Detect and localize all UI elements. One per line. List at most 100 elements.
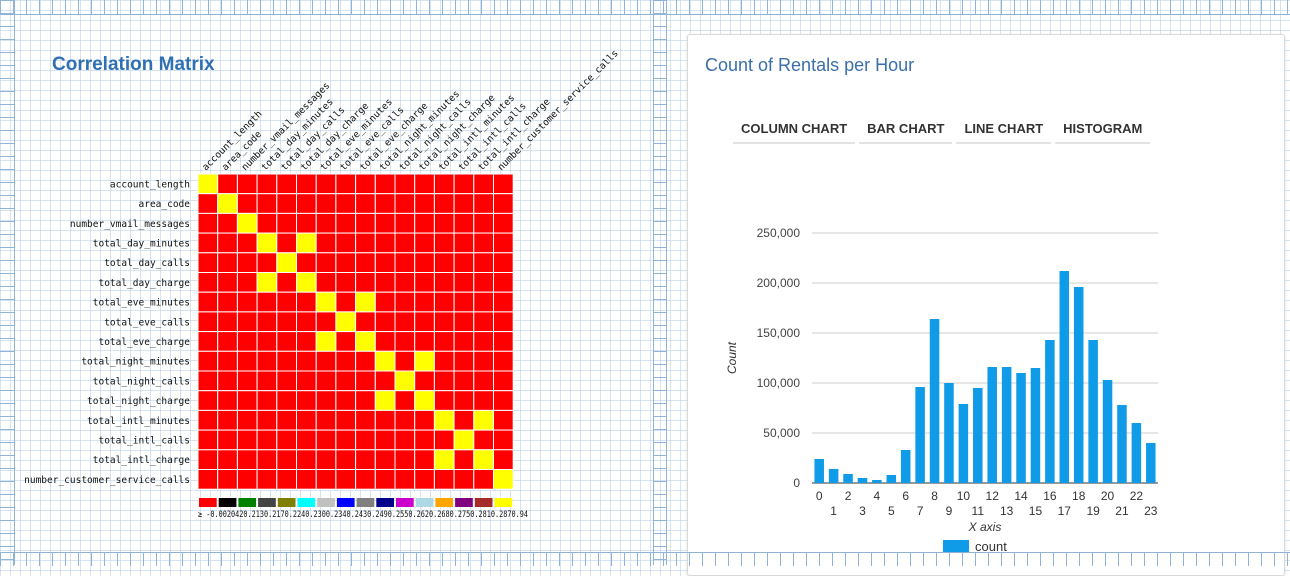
matrix-cell (433, 370, 455, 392)
matrix-row-label: total_intl_minutes (87, 416, 190, 427)
matrix-row-label: total_night_minutes (81, 357, 190, 368)
y-tick-label: 50,000 (763, 426, 800, 440)
matrix-cell (197, 291, 219, 313)
matrix-cell (335, 272, 357, 293)
matrix-cell (394, 370, 416, 392)
matrix-cell (276, 212, 297, 234)
matrix-cell (473, 429, 494, 451)
legend-swatch (297, 498, 316, 507)
bar[interactable] (886, 475, 897, 483)
bar[interactable] (958, 404, 969, 483)
bar[interactable] (1102, 380, 1113, 483)
matrix-cell (433, 272, 455, 293)
matrix-cell (315, 390, 337, 411)
matrix-cell (315, 311, 337, 333)
legend-swatch (415, 498, 434, 507)
matrix-cell (394, 449, 416, 470)
bar[interactable] (929, 319, 940, 483)
histogram-button[interactable]: HISTOGRAM (1055, 115, 1151, 144)
x-tick-label: 21 (1115, 504, 1129, 518)
matrix-cell (355, 173, 376, 195)
matrix-cell (217, 252, 238, 274)
bar[interactable] (915, 387, 925, 483)
legend-label[interactable]: count (975, 539, 1007, 554)
matrix-cell (355, 291, 376, 313)
matrix-cell (236, 193, 258, 214)
matrix-cell (453, 350, 475, 372)
bar[interactable] (944, 383, 954, 483)
matrix-cell (315, 173, 337, 195)
matrix-cell (394, 331, 416, 352)
matrix-cell (394, 252, 416, 274)
matrix-cell (414, 193, 435, 214)
bar[interactable] (1045, 340, 1055, 483)
matrix-cell (355, 409, 376, 431)
bar[interactable] (1030, 368, 1041, 483)
matrix-cell (315, 252, 337, 274)
rentals-bar-chart: 050,000100,000150,000200,000250,00001234… (725, 226, 1158, 554)
bar[interactable] (1117, 405, 1127, 483)
bar[interactable] (1088, 340, 1098, 483)
matrix-cell (453, 291, 475, 313)
bar[interactable] (1059, 271, 1070, 483)
y-tick-label: 100,000 (757, 376, 801, 390)
x-tick-label: 4 (874, 489, 881, 503)
matrix-cell (197, 409, 219, 431)
matrix-cell (414, 173, 435, 195)
bar[interactable] (1131, 423, 1142, 483)
matrix-cell (217, 272, 238, 293)
bar[interactable] (857, 478, 868, 483)
matrix-cell (217, 212, 238, 234)
bar[interactable] (828, 469, 839, 483)
matrix-cell (217, 331, 238, 352)
matrix-cell (453, 331, 475, 352)
legend-swatch (474, 498, 493, 507)
bar[interactable] (814, 459, 824, 483)
legend-swatch (218, 498, 237, 507)
matrix-cell (433, 409, 455, 431)
bar[interactable] (973, 388, 983, 483)
x-tick-label: 17 (1058, 504, 1072, 518)
matrix-cell (414, 370, 435, 392)
matrix-cell (355, 390, 376, 411)
matrix-cell (493, 429, 514, 451)
bar[interactable] (900, 450, 911, 483)
matrix-cell (374, 193, 396, 214)
matrix-cell (473, 390, 494, 411)
matrix-cell (493, 331, 514, 352)
chart-type-tabs: COLUMN CHART BAR CHART LINE CHART HISTOG… (733, 115, 1151, 144)
matrix-cell (335, 469, 357, 490)
bar[interactable] (1001, 367, 1012, 483)
bar[interactable] (1073, 287, 1084, 483)
matrix-cell (374, 212, 396, 234)
matrix-cell (276, 469, 297, 490)
bar[interactable] (843, 474, 853, 483)
bar[interactable] (872, 480, 882, 483)
matrix-cell (197, 350, 219, 372)
column-chart-button[interactable]: COLUMN CHART (733, 115, 856, 144)
bar[interactable] (987, 367, 997, 483)
bar-chart-button[interactable]: BAR CHART (859, 115, 953, 144)
bar[interactable] (1146, 443, 1156, 483)
bar[interactable] (1016, 373, 1026, 483)
matrix-cell (355, 311, 376, 333)
matrix-cell (296, 390, 317, 411)
matrix-cell (256, 469, 278, 490)
y-axis-title: Count (725, 341, 739, 374)
matrix-cell (374, 252, 396, 274)
x-tick-label: 12 (986, 489, 1000, 503)
legend-swatch (376, 498, 394, 507)
x-tick-label: 19 (1086, 504, 1100, 518)
matrix-cell (276, 390, 297, 411)
matrix-cell (433, 311, 455, 333)
line-chart-button[interactable]: LINE CHART (956, 115, 1052, 144)
matrix-cell (335, 291, 357, 313)
matrix-cell (256, 370, 278, 392)
matrix-cell (296, 232, 317, 254)
x-tick-label: 8 (931, 489, 938, 503)
matrix-cell (394, 409, 416, 431)
matrix-cell (355, 212, 376, 234)
matrix-cell (394, 232, 416, 254)
matrix-cell (296, 350, 317, 372)
legend-swatch[interactable] (943, 540, 969, 553)
